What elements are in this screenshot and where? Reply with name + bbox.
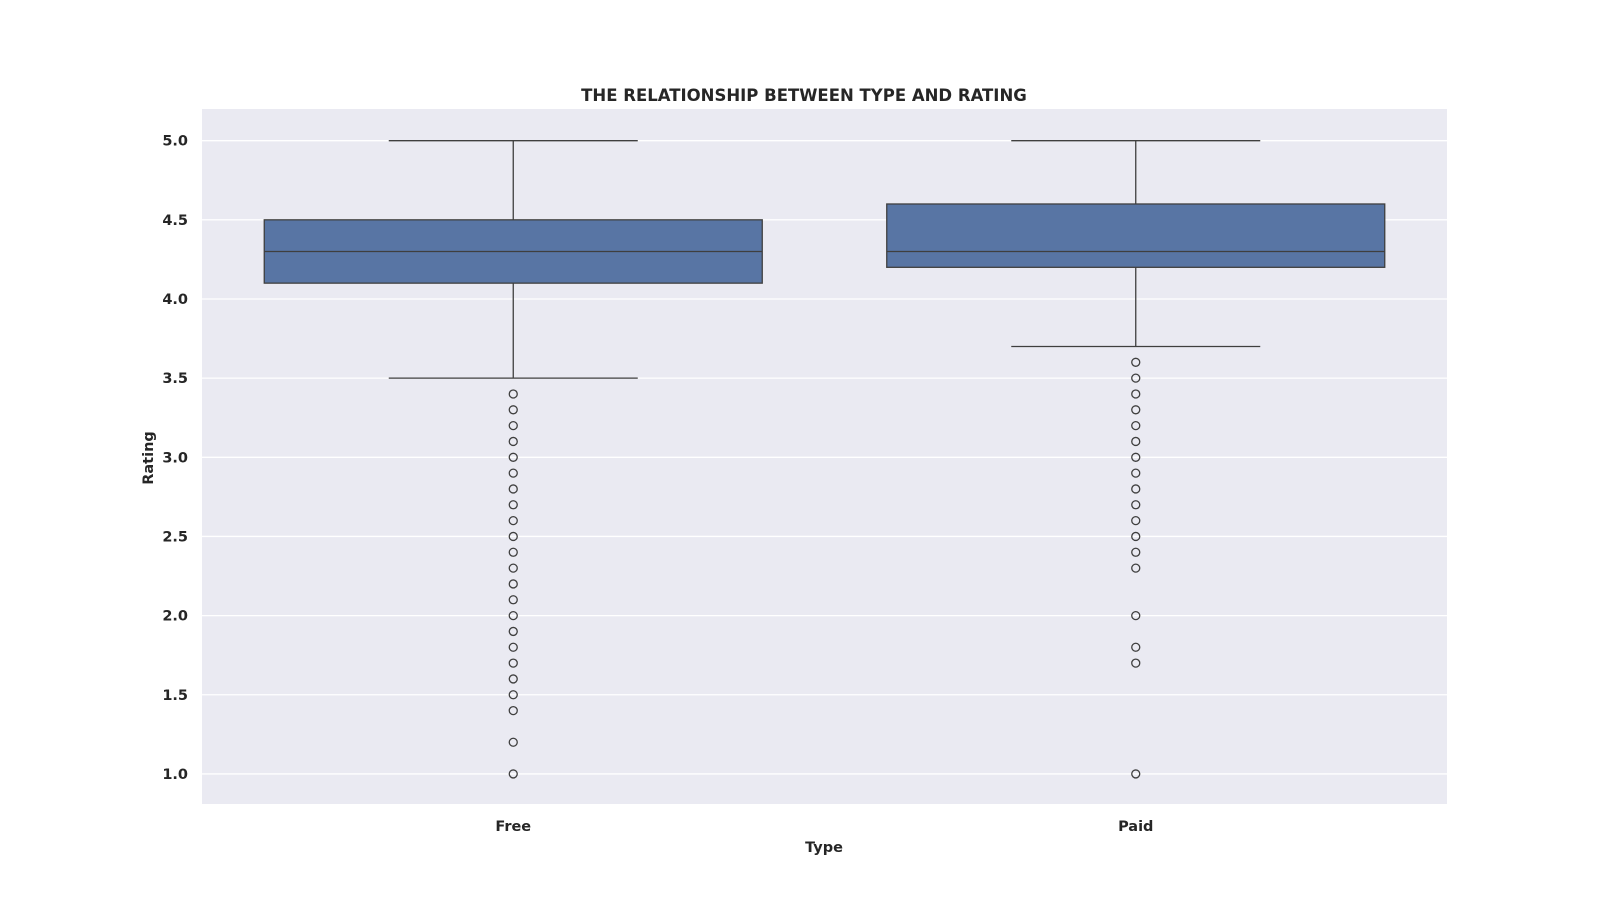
outlier-point [1131, 373, 1141, 383]
outlier-point [508, 405, 518, 415]
outlier-point [508, 436, 518, 447]
outlier-point [1131, 436, 1141, 447]
x-tick-label: Free [495, 819, 531, 835]
boxes [263, 140, 1386, 779]
y-tick-label: 3.5 [162, 371, 188, 387]
y-tick-label: 5.0 [162, 134, 188, 150]
outlier-point [508, 547, 518, 557]
outlier-point [508, 468, 518, 478]
y-tick-label: 1.5 [162, 688, 188, 704]
outlier-point [508, 452, 518, 462]
outlier-point [508, 420, 518, 431]
outlier-point [508, 515, 518, 526]
box-group-paid [886, 140, 1386, 779]
box-iqr [886, 203, 1386, 268]
outlier-point [1131, 658, 1141, 668]
outlier-point [1131, 484, 1141, 494]
outlier-point [508, 658, 518, 668]
outlier-point [508, 595, 518, 605]
y-tick-label: 3.0 [162, 450, 188, 466]
x-axis-ticks: Free Paid [495, 819, 1153, 835]
outlier-point [1131, 389, 1141, 399]
outlier-point [508, 563, 518, 573]
outlier-point [1131, 420, 1141, 431]
y-tick-label: 4.5 [162, 213, 188, 229]
y-tick-label: 4.0 [162, 292, 188, 308]
chart-title: THE RELATIONSHIP BETWEEN TYPE AND RATING [581, 86, 1027, 105]
outlier-point [1131, 642, 1141, 652]
y-tick-label: 1.0 [162, 767, 188, 783]
outlier-point [508, 500, 518, 510]
outlier-point [508, 389, 518, 399]
x-axis-label: Type [805, 840, 843, 856]
outlier-point [1131, 500, 1141, 510]
y-axis-label: Rating [141, 431, 157, 485]
outlier-point [1131, 547, 1141, 557]
outlier-point [1131, 357, 1141, 367]
outlier-point [508, 579, 518, 589]
outlier-point [508, 626, 518, 637]
outlier-point [508, 484, 518, 494]
outlier-point [508, 642, 518, 652]
y-tick-label: 2.0 [162, 609, 188, 625]
box-group-free [263, 140, 763, 779]
outlier-point [1131, 531, 1141, 542]
outlier-point [1131, 468, 1141, 478]
y-tick-label: 2.5 [162, 529, 188, 545]
outlier-point [508, 705, 518, 716]
outlier-point [508, 737, 518, 747]
outlier-point [508, 769, 518, 779]
outlier-point [508, 674, 518, 684]
outlier-point [508, 690, 518, 700]
outlier-point [1131, 563, 1141, 573]
outlier-point [1131, 769, 1141, 779]
outlier-point [1131, 515, 1141, 526]
outlier-point [508, 610, 518, 621]
outlier-point [1131, 452, 1141, 462]
outlier-point [508, 531, 518, 542]
outlier-point [1131, 405, 1141, 415]
x-tick-label: Paid [1118, 819, 1153, 835]
y-axis-ticks: 1.0 1.5 2.0 2.5 3.0 3.5 4.0 4.5 5.0 [162, 134, 188, 783]
outlier-point [1131, 610, 1141, 621]
